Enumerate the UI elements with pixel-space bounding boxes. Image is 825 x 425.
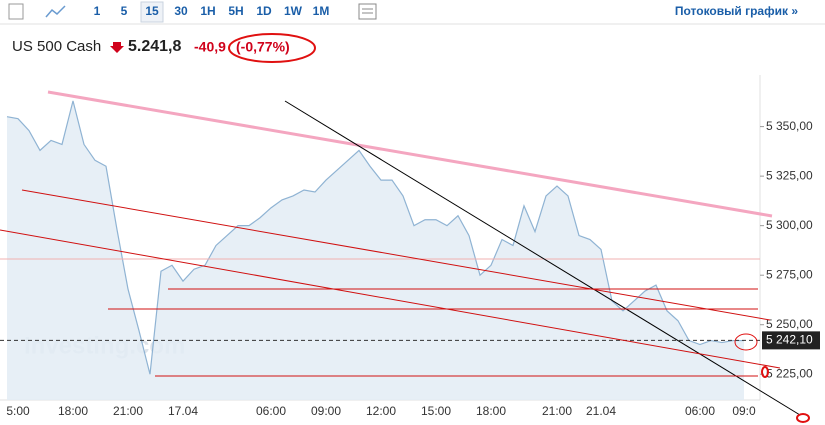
annotation-circle [734, 333, 758, 351]
x-tick-label: 21:00 [113, 404, 143, 418]
annotation-circle [796, 413, 810, 423]
change: -40,9 [194, 39, 226, 55]
candle-icon[interactable] [8, 3, 24, 20]
stream-link[interactable]: Потоковый график » [675, 4, 798, 18]
x-tick-label: 5:00 [6, 404, 30, 418]
interval-button[interactable]: 1 [94, 4, 101, 18]
interval-selected [140, 1, 164, 23]
interval-button[interactable]: 1D [256, 4, 272, 18]
y-tick-label: 5 300,00 [766, 218, 813, 232]
x-tick-label: 18:00 [58, 404, 88, 418]
annotation-circle [228, 33, 316, 63]
interval-button[interactable]: 5 [121, 4, 128, 18]
x-tick-label: 09:00 [311, 404, 341, 418]
toolbar: Потоковый график » [0, 3, 825, 25]
interval-button[interactable]: 15 [145, 4, 159, 18]
x-tick-label: 21:00 [542, 404, 572, 418]
trend-line [284, 100, 801, 416]
area-icon[interactable] [45, 5, 66, 18]
instrument-name: US 500 Cash [12, 38, 101, 55]
x-tick-label: 12:00 [366, 404, 396, 418]
x-tick-label: 06:00 [256, 404, 286, 418]
y-tick-label: 5 325,00 [766, 168, 813, 182]
x-tick-label: 21.04 [586, 404, 616, 418]
last-price-label: 5 242,10 [766, 333, 813, 347]
area-fill [7, 100, 744, 400]
price: 5.241,8 [128, 38, 181, 55]
y-tick-label: 5 275,00 [766, 267, 813, 281]
header: US 500 Cash 5.241,8 -40,9 (-0,77%) [12, 33, 316, 63]
y-tick-label: 5 350,00 [766, 119, 813, 133]
x-tick-label: 18:00 [476, 404, 506, 418]
x-tick-label: 09:0 [732, 404, 756, 418]
y-tick-label: 5 250,00 [766, 317, 813, 331]
x-tick-label: 17.04 [168, 404, 198, 418]
interval-button[interactable]: 1W [284, 4, 303, 18]
down-arrow [110, 42, 124, 53]
interval-button[interactable]: 5H [228, 4, 243, 18]
x-tick-label: 06:00 [685, 404, 715, 418]
x-tick-label: 15:00 [421, 404, 451, 418]
table-icon[interactable] [358, 3, 377, 20]
interval-button[interactable]: 1H [200, 4, 215, 18]
y-tick-label: 5 225,00 [766, 366, 813, 380]
trend-line [0, 229, 781, 369]
annotations [0, 90, 810, 423]
plot: Investing.com5 225,005 250,005 275,005 3… [0, 75, 820, 418]
annotation-circle [761, 366, 769, 378]
change-percent: (-0,77%) [236, 39, 290, 55]
interval-button[interactable]: 1M [313, 4, 330, 18]
trend-line [47, 90, 773, 218]
interval-button[interactable]: 30 [174, 4, 188, 18]
trend-line [21, 189, 771, 321]
last-price-box [762, 331, 820, 350]
